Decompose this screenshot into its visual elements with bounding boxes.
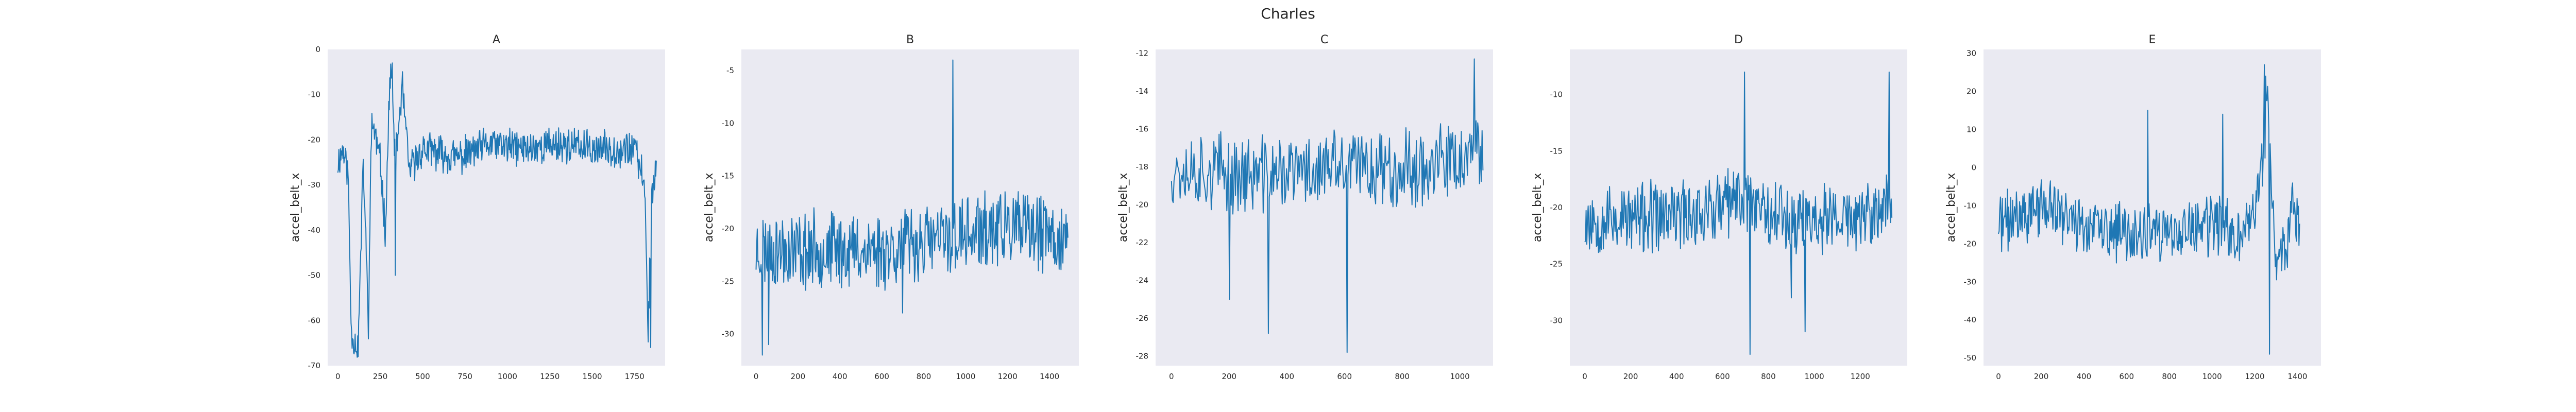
y-tick-label: 30 [1967, 48, 1976, 58]
x-tick-label: 200 [2034, 372, 2049, 381]
y-tick-label: -30 [1964, 277, 1977, 286]
x-tick-label: 600 [874, 372, 889, 381]
y-tick-label: 20 [1967, 87, 1976, 96]
subplot-title: D [1734, 33, 1743, 46]
x-tick-label: 800 [2162, 372, 2177, 381]
y-tick-label: -30 [308, 180, 321, 190]
y-tick-label: 0 [315, 45, 320, 54]
x-tick-label: 200 [1222, 372, 1236, 381]
x-tick-label: 1000 [498, 372, 517, 381]
x-tick-label: 1000 [1450, 372, 1470, 381]
x-tick-label: 0 [1169, 372, 1174, 381]
y-tick-label: -20 [722, 224, 735, 233]
y-tick-label: -22 [1136, 238, 1149, 247]
y-tick-label: -15 [1550, 146, 1563, 156]
x-tick-label: 800 [917, 372, 931, 381]
x-tick-label: 400 [1279, 372, 1294, 381]
y-tick-label: -30 [722, 330, 735, 339]
y-tick-label: -50 [308, 271, 321, 280]
x-tick-label: 400 [1669, 372, 1684, 381]
y-tick-label: 0 [1971, 163, 1976, 172]
y-tick-label: -40 [1964, 315, 1977, 324]
y-tick-label: -20 [1550, 203, 1563, 212]
series-line [1998, 64, 2300, 355]
y-tick-label: -30 [1550, 316, 1563, 325]
y-tick-label: -26 [1136, 314, 1149, 323]
subplot-title: C [1320, 33, 1328, 46]
x-tick-label: 600 [1715, 372, 1730, 381]
y-tick-label: -16 [1136, 124, 1149, 133]
y-tick-label: -28 [1136, 352, 1149, 361]
x-tick-label: 1000 [2202, 372, 2222, 381]
x-tick-label: 0 [335, 372, 341, 381]
subplot-title: E [2149, 33, 2156, 46]
y-tick-label: 10 [1967, 125, 1976, 134]
y-tick-label: -15 [722, 171, 735, 181]
series-line [1171, 58, 1484, 353]
y-tick-label: -24 [1136, 276, 1149, 285]
x-tick-label: 800 [1761, 372, 1776, 381]
y-tick-label: -25 [722, 277, 735, 286]
x-tick-label: 750 [457, 372, 472, 381]
plot-area [328, 49, 665, 366]
x-tick-label: 400 [2077, 372, 2092, 381]
x-tick-label: 1400 [2287, 372, 2307, 381]
x-tick-label: 1200 [2245, 372, 2264, 381]
y-tick-label: -10 [308, 90, 321, 99]
y-tick-label: -14 [1136, 87, 1149, 96]
x-tick-label: 500 [415, 372, 430, 381]
x-tick-label: 0 [1582, 372, 1587, 381]
y-tick-label: -20 [1136, 200, 1149, 209]
y-axis-label: accel_belt_x [1945, 173, 1958, 243]
figure-title: Charles [1261, 5, 1315, 22]
y-tick-label: -10 [1550, 90, 1563, 99]
x-tick-label: 1250 [540, 372, 560, 381]
x-tick-label: 600 [1337, 372, 1352, 381]
x-tick-label: 1500 [582, 372, 602, 381]
series-line [1584, 71, 1893, 355]
y-tick-label: -40 [308, 226, 321, 235]
x-tick-label: 1000 [1804, 372, 1824, 381]
subplot-title: A [493, 33, 500, 46]
y-tick-label: -18 [1136, 162, 1149, 171]
plot-area [741, 49, 1079, 366]
x-tick-label: 400 [833, 372, 848, 381]
y-tick-label: -12 [1136, 48, 1149, 58]
y-tick-label: -20 [308, 135, 321, 144]
y-axis-label: accel_belt_x [1117, 173, 1130, 243]
plot-area [1156, 49, 1493, 366]
y-tick-label: -10 [722, 118, 735, 128]
y-tick-label: -25 [1550, 260, 1563, 269]
x-tick-label: 1200 [1851, 372, 1870, 381]
y-tick-label: -50 [1964, 353, 1977, 363]
y-tick-label: -5 [726, 66, 734, 75]
subplot-title: B [906, 33, 914, 46]
x-tick-label: 1000 [956, 372, 975, 381]
x-tick-label: 200 [1623, 372, 1638, 381]
x-tick-label: 1200 [998, 372, 1018, 381]
x-tick-label: 0 [1996, 372, 2001, 381]
x-tick-label: 250 [373, 372, 388, 381]
y-tick-label: -70 [308, 361, 321, 370]
series-line [755, 59, 1069, 356]
x-tick-label: 1750 [625, 372, 645, 381]
y-tick-label: -60 [308, 316, 321, 325]
x-tick-label: 0 [754, 372, 759, 381]
y-tick-label: -10 [1964, 201, 1977, 210]
y-axis-label: accel_belt_x [289, 173, 302, 243]
series-line [337, 62, 657, 358]
x-tick-label: 200 [791, 372, 806, 381]
x-tick-label: 800 [1395, 372, 1410, 381]
y-axis-label: accel_belt_x [1531, 173, 1544, 243]
x-tick-label: 1400 [1040, 372, 1059, 381]
x-tick-label: 600 [2119, 372, 2134, 381]
y-axis-label: accel_belt_x [703, 173, 716, 243]
y-tick-label: -20 [1964, 239, 1977, 248]
